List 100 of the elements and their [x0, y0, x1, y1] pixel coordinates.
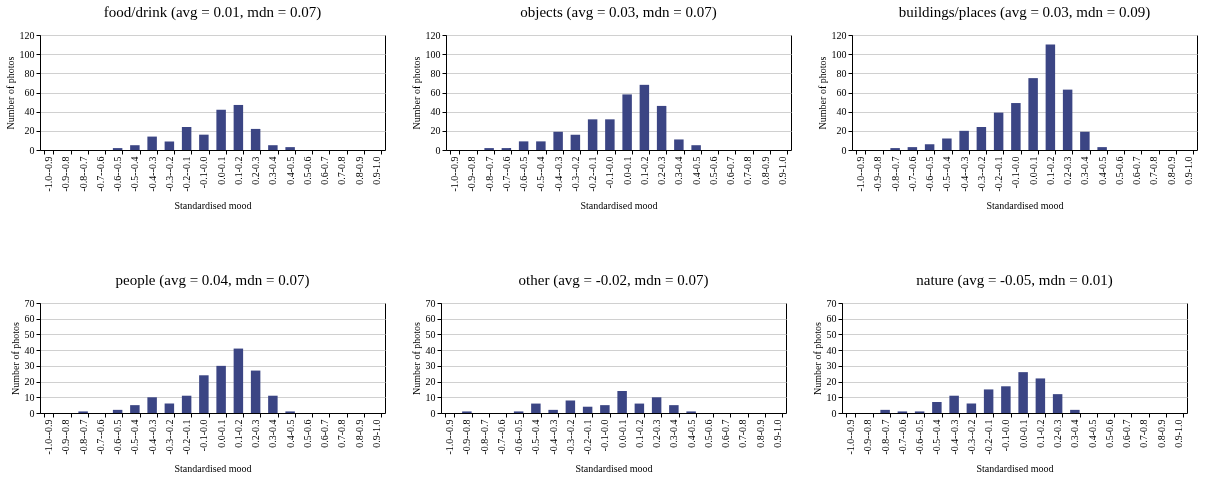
x-tick-label: 0.3-0.4: [1069, 419, 1081, 448]
x-tick-label: -1.0--0.9: [43, 156, 55, 192]
bar: [1028, 78, 1038, 150]
bar: [164, 403, 175, 413]
chart-title: objects (avg = 0.03, mdn = 0.07): [520, 4, 717, 21]
x-tick-label: -0.4--0.3: [146, 419, 158, 455]
y-tick-label: 60: [430, 87, 441, 98]
x-tick-label: -0.9--0.8: [466, 156, 478, 192]
x-tick-label: -0.1-0.0: [1000, 419, 1012, 452]
x-tick-label: -0.2--0.1: [181, 156, 193, 192]
y-tick-label: 40: [836, 106, 847, 118]
x-axis-title: Standardised mood: [580, 200, 658, 212]
bar: [181, 127, 192, 150]
bar: [1011, 103, 1021, 150]
bar: [112, 409, 123, 413]
x-tick-label: -0.3--0.2: [569, 156, 581, 192]
y-tick-label: 50: [826, 328, 837, 340]
x-tick-label: -0.4--0.3: [958, 156, 970, 192]
y-tick-label: 40: [24, 344, 35, 356]
y-tick-label: 10: [826, 391, 837, 403]
bar: [130, 405, 140, 413]
y-axis-title: Number of photos: [811, 322, 823, 395]
x-tick-label: -0.5--0.4: [931, 419, 943, 455]
y-tick-label: 120: [425, 29, 441, 41]
y-tick-label: 30: [425, 360, 436, 372]
x-tick-label: 0.2-0.3: [656, 156, 668, 185]
x-tick-label: 0.9-1.0: [370, 419, 382, 448]
x-tick-label: -0.7--0.6: [896, 419, 908, 455]
x-tick-label: 0.6-0.7: [1131, 156, 1143, 185]
x-tick-label: 0.4-0.5: [690, 156, 702, 185]
x-tick-label: -0.1-0.0: [1010, 156, 1022, 189]
bar: [250, 370, 261, 413]
bar: [1080, 131, 1090, 150]
x-tick-label: 0.9-1.0: [1172, 419, 1184, 448]
bar: [932, 402, 942, 413]
x-tick-label: -0.5--0.4: [129, 419, 141, 455]
x-tick-label: 0.5-0.6: [301, 419, 313, 448]
x-tick-label: 0.3-0.4: [267, 156, 279, 185]
y-tick-label: 60: [826, 313, 837, 325]
chart-title: food/drink (avg = 0.01, mdn = 0.07): [103, 4, 322, 21]
x-tick-label: -0.5--0.4: [941, 156, 953, 192]
bar: [949, 395, 959, 413]
bar: [1001, 386, 1011, 413]
x-tick-label: 0.1-0.2: [633, 419, 645, 448]
x-tick-label: -0.3--0.2: [965, 419, 977, 455]
x-tick-label: -0.7--0.6: [500, 156, 512, 192]
x-tick-label: -0.5--0.4: [129, 156, 141, 192]
x-axis-title: Standardised mood: [575, 463, 653, 475]
bar: [1070, 409, 1080, 413]
bar: [199, 375, 209, 413]
x-tick-label: 0.5-0.6: [301, 156, 313, 185]
x-tick-label: 0.1-0.2: [232, 419, 244, 448]
x-tick-label: -0.7--0.6: [94, 419, 106, 455]
x-tick-label: 0.7-0.8: [737, 419, 749, 448]
x-tick-label: 0.2-0.3: [250, 156, 262, 185]
y-axis-title: Number of photos: [410, 322, 422, 395]
bar: [617, 391, 627, 413]
x-tick-label: 0.8-0.9: [1155, 419, 1167, 448]
x-tick-label: -0.4--0.3: [552, 156, 564, 192]
y-tick-label: 70: [826, 297, 837, 309]
bar: [1062, 89, 1073, 150]
x-tick-label: 0.7-0.8: [1148, 156, 1160, 185]
x-tick-label: 0.3-0.4: [668, 419, 680, 448]
x-tick-label: 0.3-0.4: [1079, 156, 1091, 185]
y-tick-label: 60: [836, 87, 847, 98]
x-axis-title: Standardised mood: [174, 200, 252, 212]
x-tick-label: -1.0--0.9: [449, 156, 461, 192]
x-tick-label: -0.5--0.4: [530, 419, 542, 455]
y-tick-label: 20: [836, 125, 847, 137]
x-tick-label: -0.8--0.7: [77, 419, 89, 455]
bar: [656, 105, 667, 150]
bar: [233, 348, 244, 413]
x-tick-label: -0.8--0.7: [879, 419, 891, 455]
x-tick-label: -0.7--0.6: [94, 156, 106, 192]
x-tick-label: -0.8--0.7: [77, 156, 89, 192]
y-tick-label: 40: [425, 344, 436, 356]
x-tick-label: 0.0-0.1: [621, 156, 633, 185]
x-axis-title: Standardised mood: [174, 463, 252, 475]
x-tick-label: -0.9--0.8: [60, 419, 72, 455]
bar: [669, 405, 679, 413]
x-tick-label: -0.2--0.1: [181, 419, 193, 455]
y-tick-label: 80: [430, 67, 441, 79]
y-tick-label: 50: [425, 328, 436, 340]
x-tick-label: 0.4-0.5: [685, 419, 697, 448]
y-tick-label: 70: [24, 297, 35, 309]
bar: [959, 130, 969, 150]
x-tick-label: -1.0--0.9: [855, 156, 867, 192]
bar: [605, 119, 615, 150]
x-tick-label: 0.2-0.3: [651, 419, 663, 448]
y-tick-label: 20: [425, 376, 436, 388]
y-tick-label: 0: [841, 144, 847, 156]
bar: [181, 395, 192, 413]
x-tick-label: -0.7--0.6: [495, 419, 507, 455]
x-tick-label: 0.9-1.0: [1182, 156, 1194, 185]
x-tick-label: -0.8--0.7: [478, 419, 490, 455]
y-axis-title: Number of photos: [4, 56, 16, 130]
y-tick-label: 20: [826, 376, 837, 388]
y-tick-label: 80: [24, 67, 35, 79]
y-tick-label: 30: [24, 360, 35, 372]
x-tick-label: -0.5--0.4: [535, 156, 547, 192]
